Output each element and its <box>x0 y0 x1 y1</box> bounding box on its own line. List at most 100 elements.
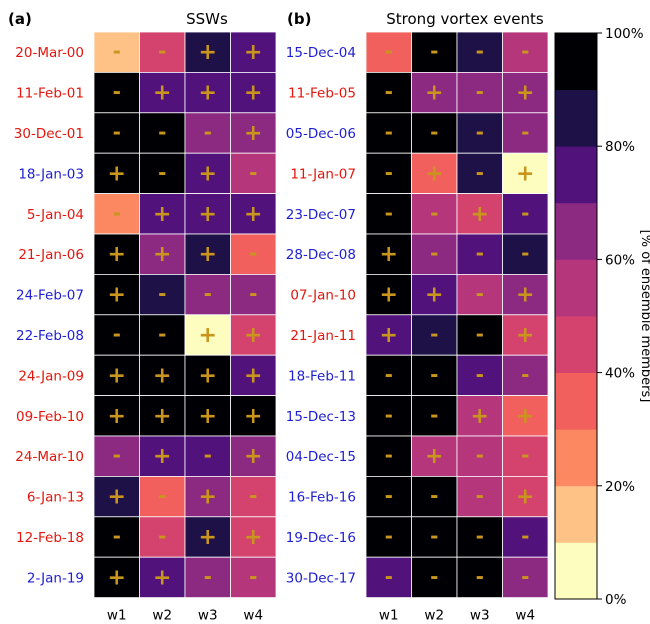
sign-marker: + <box>425 283 443 308</box>
heatmap-cell <box>502 233 549 275</box>
heatmap-cell <box>411 556 458 599</box>
row-label: 24-Jan-09 <box>18 368 84 384</box>
sign-marker: - <box>204 120 212 144</box>
heatmap-cell <box>456 31 503 73</box>
sign-marker: + <box>199 161 217 186</box>
sign-marker: - <box>385 39 393 63</box>
row-label: 21-Jan-06 <box>18 247 84 263</box>
heatmap-cell <box>365 233 412 275</box>
panel-b: (b) Strong vortex events - - - -- + - +- - - -- + -… <box>286 10 549 624</box>
heatmap-cell <box>139 556 186 599</box>
sign-marker: - <box>249 564 257 588</box>
heatmap-cell <box>184 395 231 437</box>
colorbar-tick-label: 60% <box>605 252 635 268</box>
colorbar-frame <box>554 32 598 600</box>
row-label: 18-Feb-11 <box>288 368 356 384</box>
row-label: 5-Jan-04 <box>27 207 84 223</box>
sign-marker: + <box>516 404 534 429</box>
panel-a-title: SSWs <box>186 10 228 28</box>
row-label: 2-Jan-19 <box>27 570 84 586</box>
heatmap-cell <box>93 556 140 599</box>
heatmap-cell <box>502 395 549 437</box>
sign-marker: + <box>108 161 126 186</box>
sign-marker: - <box>430 484 438 508</box>
sign-marker: - <box>430 201 438 225</box>
sign-marker: + <box>244 202 262 227</box>
panel-a-column-labels: w1 w2 w3 w4 <box>107 608 263 624</box>
heatmap-cell <box>230 556 277 599</box>
sign-marker: - <box>385 484 393 508</box>
row-label: 18-Jan-03 <box>18 166 84 182</box>
row-label: 22-Feb-08 <box>16 328 84 344</box>
heatmap-cell <box>93 395 140 437</box>
sign-marker: - <box>521 564 529 588</box>
sign-marker: - <box>113 120 121 144</box>
column-label: w2 <box>152 608 172 624</box>
colorbar-bin <box>555 429 597 487</box>
heatmap-cell <box>365 435 412 477</box>
sign-marker: + <box>244 40 262 65</box>
colorbar-bin <box>555 485 597 543</box>
sign-marker: - <box>204 443 212 467</box>
heatmap-cell <box>502 556 549 599</box>
sign-marker: + <box>153 363 171 388</box>
row-label: 07-Jan-10 <box>290 288 356 304</box>
sign-marker: + <box>153 404 171 429</box>
sign-marker: + <box>199 525 217 550</box>
sign-marker: - <box>158 160 166 184</box>
sign-marker: + <box>425 161 443 186</box>
heatmap-cell <box>411 112 458 154</box>
sign-marker: - <box>476 524 484 548</box>
sign-marker: + <box>244 121 262 146</box>
heatmap-cell <box>365 314 412 356</box>
heatmap-cell <box>456 233 503 275</box>
sign-marker: + <box>516 161 534 186</box>
sign-marker: + <box>153 81 171 106</box>
heatmap-cell <box>456 354 503 397</box>
heatmap-cell <box>230 395 277 437</box>
heatmap-cell <box>230 112 277 154</box>
heatmap-cell <box>456 395 503 437</box>
sign-marker: + <box>471 404 489 429</box>
heatmap-cell <box>502 193 549 235</box>
sign-marker: - <box>249 160 257 184</box>
heatmap-cell <box>365 516 412 558</box>
column-label: w3 <box>198 608 218 624</box>
heatmap-cell <box>139 516 186 558</box>
colorbar-label: [% of ensemble members] <box>638 230 650 403</box>
sign-marker: - <box>521 39 529 63</box>
colorbar-bin <box>555 542 597 600</box>
heatmap-cell <box>184 233 231 275</box>
colorbar-tick-label: 100% <box>605 26 644 42</box>
sign-marker: - <box>521 120 529 144</box>
heatmap-cell <box>139 193 186 235</box>
heatmap-cell <box>184 516 231 558</box>
sign-marker: - <box>521 362 529 386</box>
panel-a-row-labels: 20-Mar-00 11-Feb-01 30-Dec-01 18-Jan-03 5-Ja… <box>14 45 84 586</box>
sign-marker: + <box>108 363 126 388</box>
sign-marker: - <box>204 282 212 306</box>
sign-marker: - <box>476 564 484 588</box>
sign-marker: + <box>244 363 262 388</box>
heatmap-cell <box>411 233 458 275</box>
colorbar: 0% 20% 40% 60% 80% 100% [% of ensemble member… <box>554 26 650 608</box>
sign-marker: - <box>476 443 484 467</box>
heatmap-cell <box>456 314 503 356</box>
heatmap-cell <box>502 475 549 518</box>
row-label: 15-Dec-13 <box>286 409 356 425</box>
sign-marker: + <box>380 242 398 267</box>
heatmap-cell <box>230 516 277 558</box>
heatmap-cell <box>93 314 140 356</box>
sign-marker: - <box>158 322 166 346</box>
heatmap-cell <box>184 556 231 599</box>
sign-marker: - <box>476 160 484 184</box>
sign-marker: + <box>380 323 398 348</box>
sign-marker: - <box>430 322 438 346</box>
sign-marker: + <box>425 444 443 469</box>
heatmap-cell <box>502 314 549 356</box>
panel-b-label: (b) <box>287 10 311 28</box>
column-label: w3 <box>470 608 490 624</box>
row-label: 6-Jan-13 <box>27 490 84 506</box>
sign-marker: - <box>385 443 393 467</box>
